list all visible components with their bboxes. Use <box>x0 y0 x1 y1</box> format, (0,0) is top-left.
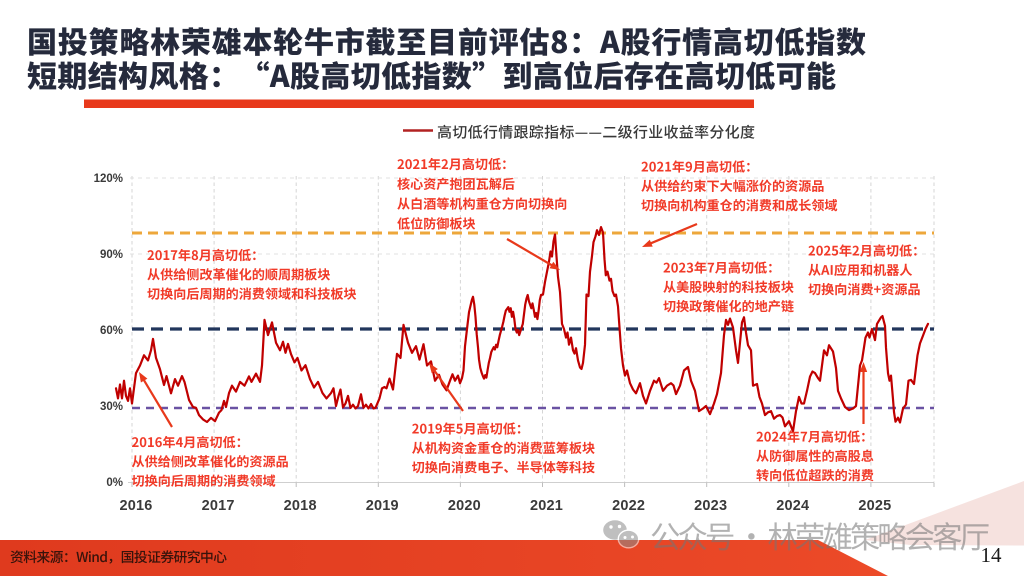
svg-text:30%: 30% <box>100 401 123 413</box>
svg-text:2020: 2020 <box>448 498 481 514</box>
svg-text:2023: 2023 <box>694 498 727 514</box>
svg-text:2019: 2019 <box>366 498 399 514</box>
svg-text:120%: 120% <box>94 173 123 185</box>
svg-text:60%: 60% <box>100 325 123 337</box>
svg-text:2024: 2024 <box>776 498 809 514</box>
svg-text:2021: 2021 <box>530 498 563 514</box>
svg-text:90%: 90% <box>100 249 123 261</box>
svg-text:14: 14 <box>981 543 1003 567</box>
svg-text:2018: 2018 <box>284 498 317 514</box>
svg-text:2017: 2017 <box>202 498 235 514</box>
svg-text:2025: 2025 <box>858 498 891 514</box>
svg-text:2022: 2022 <box>612 498 645 514</box>
svg-text:2016: 2016 <box>119 498 152 514</box>
svg-text:0%: 0% <box>106 477 123 489</box>
